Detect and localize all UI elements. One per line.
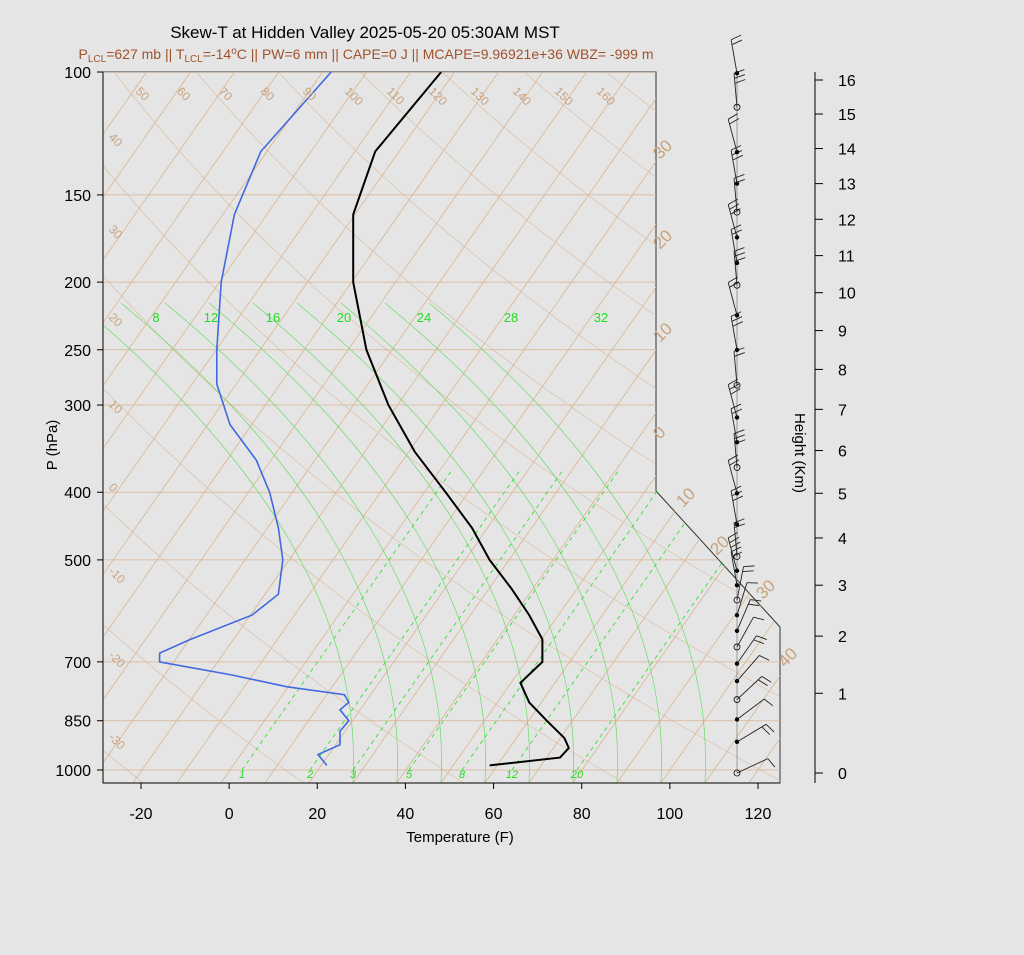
wind-barb-staff [731, 40, 737, 73]
wind-barb-feather [729, 119, 739, 125]
height-axis-tick-label: 15 [838, 107, 856, 124]
isotherm-line [837, 72, 1024, 783]
wind-barb-feather [733, 322, 743, 327]
mixing-ratio-label-bottom: 5 [406, 769, 413, 781]
y-axis-tick-label: 700 [64, 655, 91, 672]
wind-barb-staff [731, 491, 737, 524]
chart-subtitle: PLCL=627 mb || TLCL=-14oC || PW=6 mm || … [79, 46, 654, 65]
x-axis-tick-label: 120 [745, 806, 772, 823]
y-axis-tick-label: 400 [64, 485, 91, 502]
wind-barb-feather [743, 566, 754, 567]
dry-adiabat [854, 73, 1024, 783]
isotherm-label-right: 10 [672, 484, 699, 511]
height-axis-tick-label: 16 [838, 73, 856, 90]
x-axis-tick-label: 80 [573, 806, 591, 823]
mixing-ratio-label-top: 8 [152, 310, 159, 325]
y-axis-tick-label: 200 [64, 275, 91, 292]
height-axis-tick-label: 3 [838, 578, 847, 595]
wind-barb-feather [728, 532, 738, 538]
dry-adiabat [1018, 73, 1024, 783]
wind-barb-feather [735, 80, 745, 84]
wind-barb-staff [728, 385, 737, 418]
dry-adiabat [936, 73, 1024, 783]
wind-barb-staff [731, 316, 737, 349]
height-axis-tick-label: 8 [838, 362, 847, 379]
y-axis-tick-label: 150 [64, 188, 91, 205]
mixing-ratio-label-bottom: 2 [306, 769, 313, 781]
wind-barb-feather [733, 155, 743, 160]
height-axis-tick-label: 9 [838, 324, 847, 341]
mixing-ratio-label-top: 16 [266, 310, 280, 325]
mixing-ratio-label-bottom: 1 [239, 769, 245, 781]
isotherm-line [969, 72, 1024, 783]
y-axis-tick-label: 850 [64, 714, 91, 731]
dry-adiabat [772, 73, 1024, 783]
mixing-ratio-label-bottom: 12 [506, 769, 518, 781]
mixing-ratio-label-bottom: 8 [459, 769, 466, 781]
wind-barb-feather [731, 404, 741, 409]
isotherm-line [881, 72, 1024, 783]
y-axis-tick-label: 500 [64, 553, 91, 570]
isotherm-line [925, 72, 1024, 783]
wind-barb-feather [734, 519, 744, 523]
isotherm-line [0, 72, 15, 783]
y-axis-label: P (hPa) [44, 420, 61, 471]
wind-barb-feather [729, 204, 739, 210]
mixing-ratio-label-top: 24 [417, 310, 431, 325]
y-axis-tick-label: 250 [64, 343, 91, 360]
x-axis-tick-label: 0 [225, 806, 234, 823]
wind-barb-staff [728, 119, 737, 152]
y-axis-tick-label: 100 [64, 65, 91, 82]
wind-barb-feather [731, 225, 741, 230]
mixing-ratio-label-top: 28 [504, 310, 518, 325]
isotherm-line [793, 72, 1024, 783]
wind-barb-feather [731, 35, 741, 40]
height-axis-tick-label: 5 [838, 486, 847, 503]
wind-barb-feather [743, 571, 754, 572]
height-axis-tick-label: 14 [838, 142, 856, 159]
height-axis-tick-label: 0 [838, 766, 847, 783]
mixing-ratio-label-top: 12 [204, 310, 218, 325]
chart-grid [0, 72, 1024, 783]
isotherm-line [749, 72, 1024, 783]
wind-barb-staff [728, 460, 737, 493]
chart-title: Skew-T at Hidden Valley 2025-05-20 05:30… [170, 23, 560, 42]
mixing-ratio-label-bottom: 3 [350, 769, 357, 781]
wind-barb-staff [734, 73, 737, 107]
x-axis-tick-label: 100 [657, 806, 684, 823]
x-axis-tick-label: 60 [485, 806, 503, 823]
height-axis-tick-label: 6 [838, 444, 847, 461]
mixing-ratio-label-top: 20 [337, 310, 351, 325]
height-axis-tick-label: 13 [838, 177, 856, 194]
height-axis-tick-label: 7 [838, 402, 847, 419]
y-axis-tick-label: 1000 [55, 763, 91, 780]
height-axis-tick-label: 4 [838, 531, 847, 548]
x-axis-label: Temperature (F) [406, 829, 514, 846]
wind-barb-feather [734, 353, 744, 357]
wind-barb-staff [728, 282, 737, 315]
x-axis-tick-label: -20 [129, 806, 152, 823]
wind-barb-feather [731, 389, 741, 395]
height-axis-tick-label: 10 [838, 286, 856, 303]
wind-barb-feather [728, 114, 738, 120]
isotherm-label-right: 30 [752, 576, 779, 603]
x-axis-tick-label: 40 [397, 806, 415, 823]
height-axis-tick-label: 2 [838, 629, 847, 646]
wind-barb-feather [733, 496, 743, 501]
mixing-ratio-label-bottom: 20 [570, 769, 584, 781]
height-axis-tick-label: 12 [838, 212, 856, 229]
wind-barb-feather [732, 40, 742, 45]
mixing-ratio-label-top: 32 [594, 310, 608, 325]
x-axis-tick-label: 20 [308, 806, 326, 823]
wind-barb-feather [729, 537, 739, 543]
height-axis-label: Height (Km) [791, 413, 808, 493]
height-axis-tick-label: 1 [838, 686, 847, 703]
y-axis-tick-label: 300 [64, 398, 91, 415]
wind-barb-feather [734, 248, 744, 252]
height-axis-tick-label: 11 [838, 249, 855, 266]
isotherm-line [1013, 72, 1024, 783]
